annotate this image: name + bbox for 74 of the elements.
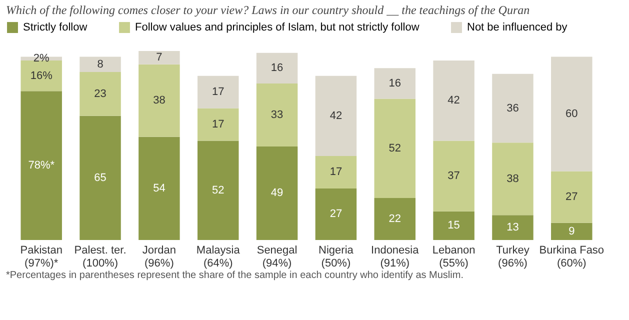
data-label: 22	[388, 213, 402, 225]
data-label: 16	[270, 62, 284, 74]
bar	[256, 52, 298, 84]
data-label: 37	[448, 170, 460, 182]
data-label: 60	[566, 108, 578, 120]
data-label: 9	[568, 225, 575, 238]
bar	[138, 64, 180, 137]
data-label: 33	[270, 108, 284, 121]
data-label: 65	[94, 172, 106, 184]
x-tick-label: Burkina Faso (60%)	[539, 244, 604, 270]
data-label: 52	[388, 142, 402, 154]
x-tick-label: Indonesia (91%)	[371, 244, 420, 270]
bar	[197, 108, 239, 141]
data-label: 38	[153, 94, 166, 107]
bar	[551, 171, 592, 223]
bar	[256, 83, 298, 146]
data-label: 42	[448, 94, 460, 107]
bar	[433, 60, 474, 141]
data-label: 78%*	[28, 160, 56, 172]
x-tick-label: Palest. ter. (100%)	[74, 244, 126, 270]
data-label: 16%	[30, 70, 53, 82]
bar	[80, 72, 121, 116]
data-label: 42	[330, 110, 342, 122]
data-label: 7	[156, 52, 162, 64]
bar	[492, 215, 534, 240]
x-tick-label: Nigeria (50%)	[318, 244, 354, 270]
data-label: 27	[330, 208, 342, 220]
legend-label: Not be influenced by	[467, 22, 568, 34]
data-label: 13	[506, 222, 519, 234]
bar	[256, 146, 298, 240]
x-tick-label: Turkey (96%)	[496, 244, 530, 270]
data-label: 36	[506, 102, 519, 114]
data-label: 23	[94, 88, 106, 100]
data-label: 2%	[33, 52, 50, 65]
data-label: 52	[212, 184, 224, 196]
bar	[374, 198, 416, 240]
bar	[551, 222, 592, 240]
data-label: 17	[212, 118, 224, 130]
bar	[197, 140, 239, 240]
data-label: 16	[388, 77, 402, 90]
data-label: 54	[153, 182, 166, 194]
bar	[80, 56, 121, 72]
bar	[433, 140, 474, 212]
bar	[197, 76, 239, 108]
bar	[20, 91, 62, 240]
data-label: 49	[270, 187, 284, 200]
bar	[492, 142, 534, 216]
x-tick-label: Pakistan (97%)*	[20, 244, 62, 270]
legend-label: Strictly follow	[23, 22, 88, 34]
bar	[374, 68, 416, 99]
bar	[492, 74, 534, 143]
data-label: 17	[212, 86, 224, 98]
legend-label: Follow values and principles of Islam, but not strictly follow	[135, 22, 420, 34]
bar	[433, 211, 474, 240]
data-label: 27	[566, 191, 578, 204]
chart-title: Which of the following comes closer to your view? Laws in our country should __ the teachings of the Quran	[6, 3, 530, 17]
x-tick-label: Senegal (94%)	[256, 244, 298, 270]
bar	[80, 116, 121, 240]
bar	[315, 188, 357, 240]
data-label: 15	[448, 220, 460, 232]
bar	[20, 60, 62, 92]
bar	[374, 98, 416, 198]
text: *Percentages in parentheses represent the share of the sample in each country who identify as Muslim.	[5, 270, 464, 281]
bar	[138, 136, 180, 240]
x-tick-label: Jordan (96%)	[142, 244, 176, 270]
data-label: 8	[97, 58, 104, 70]
x-tick-label: Malaysia (64%)	[196, 244, 241, 270]
data-label: 17	[330, 166, 342, 178]
x-tick-label: Lebanon (55%)	[432, 244, 476, 270]
bar	[315, 156, 357, 188]
bar	[551, 56, 592, 172]
bar	[138, 51, 180, 64]
bar	[315, 76, 357, 156]
data-label: 38	[506, 172, 519, 185]
